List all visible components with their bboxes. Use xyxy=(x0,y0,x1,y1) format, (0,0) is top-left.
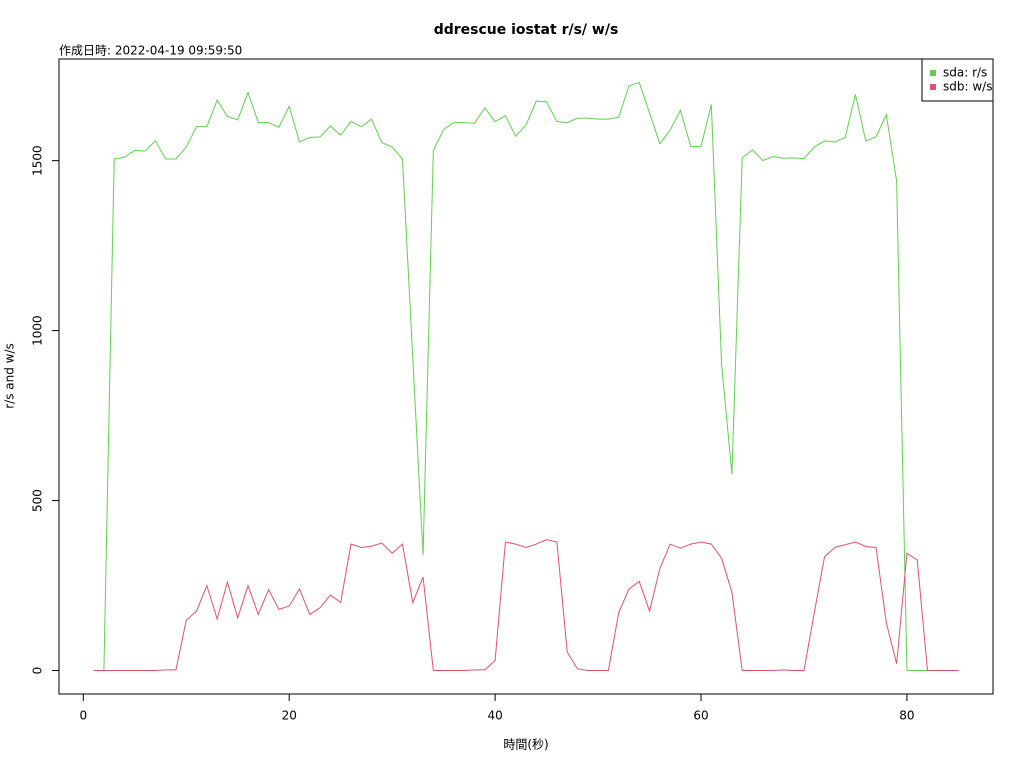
series-line xyxy=(93,81,959,672)
plot-frame xyxy=(58,58,994,695)
legend-key xyxy=(930,70,936,76)
x-tick-label: 60 xyxy=(693,709,708,723)
y-tick-label: 1500 xyxy=(31,145,45,176)
x-tick-label: 80 xyxy=(899,709,914,723)
legend-label: sdb: w/s xyxy=(943,80,992,94)
y-tick-label: 1000 xyxy=(31,315,45,346)
y-tick-label: 500 xyxy=(31,489,45,512)
legend-label: sda: r/s xyxy=(943,66,987,80)
legend-key xyxy=(930,84,936,90)
chart-title: ddrescue iostat r/s/ w/s xyxy=(434,22,619,38)
chart-subtitle: 作成日時: 2022-04-19 09:59:50 xyxy=(59,44,242,58)
y-axis-label: r/s and w/s xyxy=(3,343,17,409)
x-tick-label: 20 xyxy=(282,709,297,723)
x-axis-label: 時間(秒) xyxy=(503,738,548,752)
x-tick-label: 40 xyxy=(487,709,502,723)
y-tick-label: 0 xyxy=(31,667,45,675)
series-line xyxy=(93,539,959,672)
x-tick-label: 0 xyxy=(79,709,87,723)
legend-box xyxy=(921,58,994,102)
